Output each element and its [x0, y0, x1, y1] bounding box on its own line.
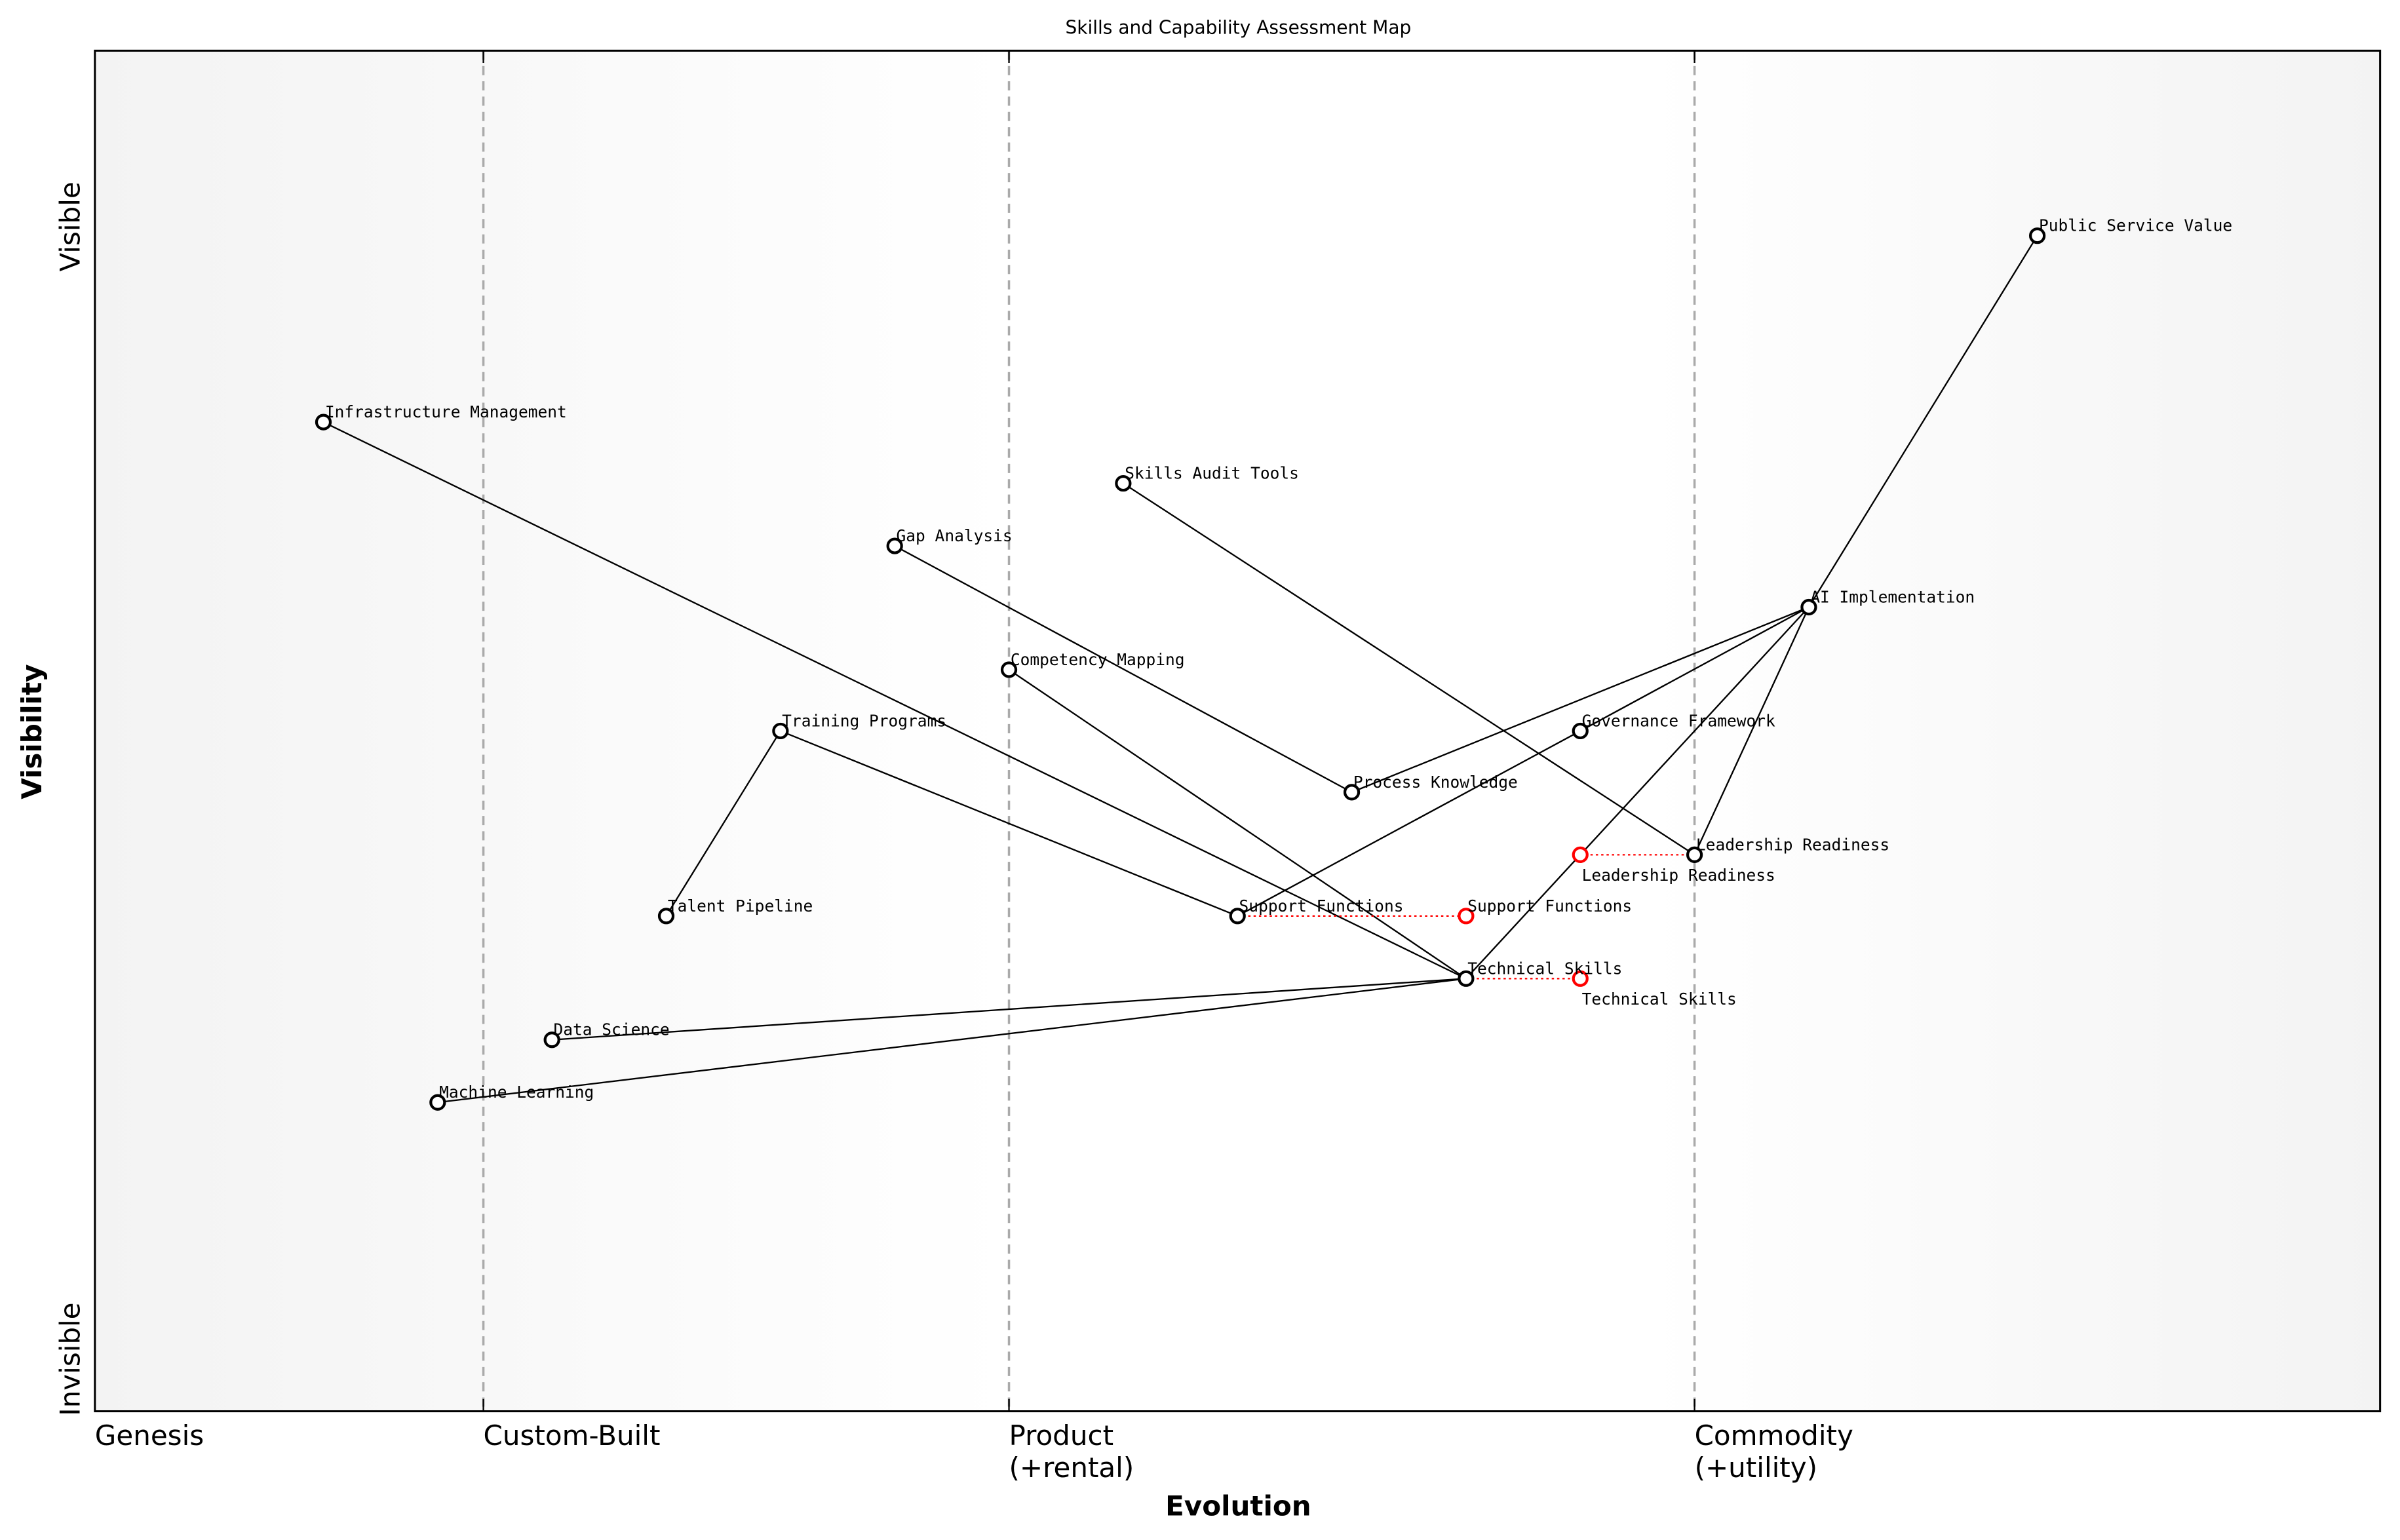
component-node[interactable] — [1343, 784, 1361, 801]
component-node[interactable] — [1229, 908, 1246, 925]
component-label: Competency Mapping — [1011, 650, 1185, 669]
component-label: AI Implementation — [1810, 588, 1975, 607]
dependency-link — [780, 730, 1238, 917]
component-node[interactable] — [315, 414, 332, 431]
dependency-link — [1237, 730, 1581, 917]
component-node[interactable] — [1800, 598, 1817, 616]
y-top-label: Visible — [54, 182, 86, 271]
component-node[interactable] — [543, 1031, 560, 1049]
dependency-link — [1579, 606, 1810, 732]
x-axis-label: Evolution — [1165, 1490, 1311, 1522]
map-title: Skills and Capability Assessment Map — [1065, 17, 1411, 39]
dependency-link — [1465, 606, 1810, 980]
y-axis-label: Visibility — [16, 664, 48, 799]
component-label: Support Functions — [1239, 896, 1404, 915]
component-label: Gap Analysis — [897, 526, 1013, 545]
component-node[interactable] — [2029, 227, 2046, 244]
dependency-link — [665, 730, 781, 917]
component-label: Leadership Readiness — [1696, 835, 1889, 854]
component-label: Data Science — [554, 1020, 670, 1039]
dependency-link — [1694, 607, 1810, 855]
component-label: Infrastructure Management — [325, 402, 567, 421]
dependency-link — [322, 421, 1467, 980]
component-label: Machine Learning — [439, 1083, 594, 1102]
evolved-component-node[interactable] — [1572, 846, 1589, 863]
component-label: Public Service Value — [2039, 216, 2232, 235]
evolved-component-label: Leadership Readiness — [1582, 866, 1775, 885]
plot-frame — [94, 49, 2382, 1413]
component-node[interactable] — [1686, 846, 1703, 863]
dependency-link — [1351, 606, 1810, 793]
y-bottom-label: Invisible — [54, 1302, 86, 1415]
stage-label-line2: (+rental) — [1009, 1452, 1134, 1484]
component-label: Training Programs — [782, 711, 946, 730]
evolved-component-label: Support Functions — [1467, 896, 1632, 915]
dependency-link — [1808, 235, 2038, 608]
dependency-link — [1008, 669, 1467, 980]
component-label: Process Knowledge — [1353, 773, 1518, 792]
evolved-component-node[interactable] — [1458, 908, 1475, 925]
dependency-link — [552, 978, 1466, 1041]
component-node[interactable] — [1115, 474, 1132, 492]
component-node[interactable] — [657, 908, 675, 925]
evolved-component-label: Technical Skills — [1582, 990, 1737, 1009]
stage-label: Product — [1009, 1419, 1114, 1452]
stage-label: Genesis — [95, 1419, 204, 1452]
component-node[interactable] — [886, 537, 903, 554]
component-node[interactable] — [429, 1094, 446, 1111]
stage-label: Custom-Built — [484, 1419, 661, 1452]
stage-label: Commodity — [1695, 1419, 1853, 1452]
component-label: Skills Audit Tools — [1125, 464, 1299, 483]
dependency-link — [1123, 482, 1695, 856]
dependency-link — [437, 978, 1467, 1104]
component-label: Talent Pipeline — [668, 896, 813, 915]
component-node[interactable] — [1458, 970, 1475, 987]
component-label: Technical Skills — [1467, 959, 1622, 978]
component-label: Governance Framework — [1582, 711, 1775, 730]
evolved-component-node[interactable] — [1572, 970, 1589, 987]
dependency-link — [894, 545, 1353, 793]
component-node[interactable] — [772, 722, 789, 740]
component-node[interactable] — [1000, 661, 1018, 678]
stage-label-line2: (+utility) — [1695, 1452, 1817, 1484]
component-node[interactable] — [1572, 722, 1589, 740]
